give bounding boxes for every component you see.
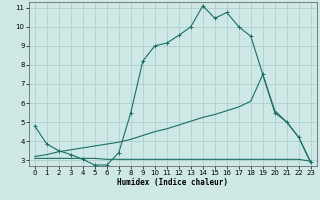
X-axis label: Humidex (Indice chaleur): Humidex (Indice chaleur): [117, 178, 228, 187]
